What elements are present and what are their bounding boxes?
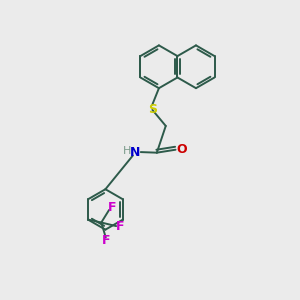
Text: F: F (101, 235, 110, 248)
Text: S: S (148, 103, 157, 116)
Text: F: F (108, 201, 117, 214)
Text: O: O (177, 143, 188, 156)
Text: H: H (123, 146, 131, 156)
Text: F: F (116, 220, 124, 232)
Text: N: N (130, 146, 141, 159)
